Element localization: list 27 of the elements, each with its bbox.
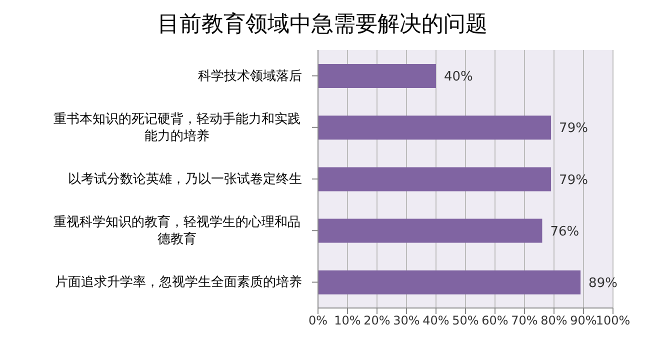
x-tick-label: 0%: [308, 314, 328, 328]
chart-title: 目前教育领域中急需要解决的问题: [156, 11, 488, 39]
x-tick-label: 70%: [511, 314, 538, 328]
y-tick-label: 片面追求升学率，忽视学生全面素质的培养: [55, 274, 302, 290]
bar: [318, 270, 581, 294]
x-tick-label: 10%: [334, 314, 361, 328]
bar: [318, 116, 552, 140]
y-tick-label: 重书本知识的死记硬背，轻动手能力和实践能力的培养: [54, 111, 300, 144]
y-tick-label: 以考试分数论英雄，乃以一张试卷定终生: [68, 172, 302, 186]
y-tick-label: 科学技术领域落后: [198, 68, 302, 84]
x-tick-label: 80%: [540, 314, 568, 328]
x-tick-label: 30%: [393, 314, 420, 328]
x-tick-label: 100%: [596, 314, 630, 328]
x-tick-label: 20%: [364, 314, 390, 328]
data-label: 79%: [559, 172, 588, 188]
x-tick-label: 60%: [482, 314, 508, 328]
data-label: 76%: [550, 224, 580, 240]
x-tick-label: 90%: [570, 314, 597, 328]
bar: [318, 167, 552, 192]
data-label: 40%: [444, 70, 473, 85]
x-tick-label: 40%: [422, 314, 450, 328]
bar: [318, 64, 436, 88]
y-tick-label: 重视科学知识的教育，轻视学生的心理和品德教育: [54, 214, 300, 247]
x-tick-label: 50%: [452, 314, 479, 328]
data-label: 89%: [588, 276, 618, 292]
bar: [318, 218, 542, 243]
data-label: 79%: [559, 121, 588, 136]
